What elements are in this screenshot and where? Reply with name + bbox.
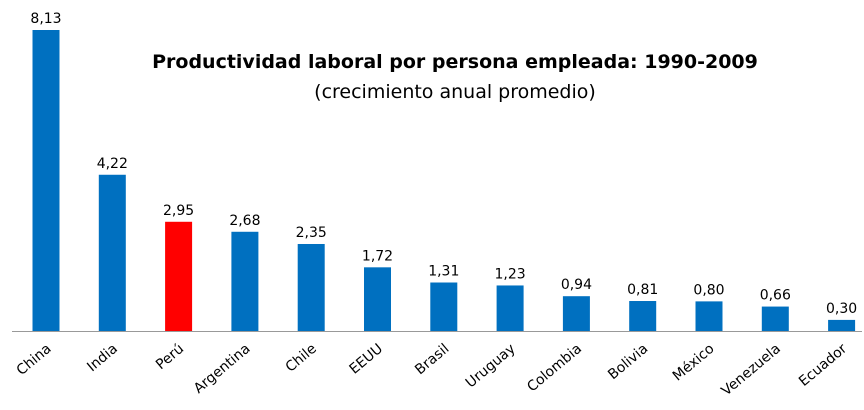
bar — [761, 306, 789, 331]
data-label: 1,72 — [362, 248, 393, 264]
bar — [629, 301, 657, 331]
bar — [496, 285, 524, 331]
x-tick-label: EEUU — [347, 341, 387, 378]
data-label: 0,30 — [826, 301, 857, 317]
bar — [364, 267, 391, 331]
x-tick-label: Chile — [283, 341, 320, 376]
x-tick-label: Bolivia — [605, 341, 651, 383]
x-tick-label: China — [14, 341, 55, 379]
chart-title: Productividad laboral por persona emplea… — [152, 51, 758, 73]
data-label: 8,13 — [30, 11, 61, 27]
bar — [297, 243, 325, 331]
data-label: 4,22 — [97, 156, 128, 172]
bar — [828, 319, 856, 331]
data-label: 1,31 — [428, 263, 459, 279]
data-label: 0,81 — [627, 282, 658, 298]
x-tick-label: Brasil — [412, 341, 452, 378]
x-tick-label: Perú — [153, 341, 187, 373]
x-tick-label: Ecuador — [796, 341, 850, 390]
data-label: 2,95 — [163, 203, 194, 219]
bar — [98, 174, 126, 331]
bar — [695, 301, 723, 331]
x-tick-label: Colombia — [524, 341, 585, 396]
x-tick-label: Uruguay — [463, 341, 519, 392]
bar — [562, 296, 590, 331]
data-label: 2,68 — [229, 213, 260, 229]
data-label: 2,35 — [296, 225, 327, 241]
data-label: 0,66 — [760, 288, 791, 304]
x-tick-label: México — [670, 341, 718, 385]
data-label: 0,94 — [561, 277, 592, 293]
x-tick-label: Venezuela — [719, 341, 784, 399]
bar — [32, 30, 60, 331]
bar — [430, 282, 458, 331]
chart-subtitle: (crecimiento anual promedio) — [314, 81, 596, 103]
data-label: 1,23 — [495, 266, 526, 282]
bar — [231, 231, 259, 331]
x-tick-label: Argentina — [191, 341, 254, 397]
data-label: 0,80 — [693, 282, 724, 298]
x-tick-label: India — [84, 341, 121, 375]
bar — [165, 221, 193, 331]
